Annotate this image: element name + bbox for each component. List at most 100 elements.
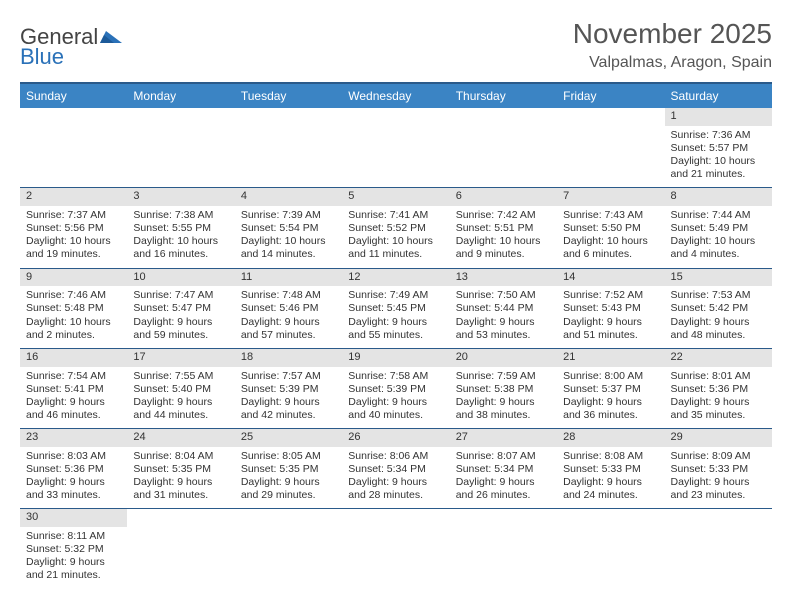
weekday-header-row: SundayMondayTuesdayWednesdayThursdayFrid… xyxy=(20,83,772,108)
day-number: 4 xyxy=(235,188,342,206)
day-number: 15 xyxy=(665,269,772,287)
calendar-table: SundayMondayTuesdayWednesdayThursdayFrid… xyxy=(20,82,772,589)
daylight-text: Daylight: 9 hours and 51 minutes. xyxy=(563,316,658,342)
calendar-day-cell: 11Sunrise: 7:48 AMSunset: 5:46 PMDayligh… xyxy=(235,268,342,348)
calendar-day-cell: 22Sunrise: 8:01 AMSunset: 5:36 PMDayligh… xyxy=(665,348,772,428)
daylight-text: Daylight: 9 hours and 26 minutes. xyxy=(456,476,551,502)
calendar-day-cell: 7Sunrise: 7:43 AMSunset: 5:50 PMDaylight… xyxy=(557,188,664,268)
sunrise-text: Sunrise: 8:03 AM xyxy=(26,450,121,463)
daylight-text: Daylight: 9 hours and 55 minutes. xyxy=(348,316,443,342)
sunrise-text: Sunrise: 7:53 AM xyxy=(671,289,766,302)
sunrise-text: Sunrise: 8:07 AM xyxy=(456,450,551,463)
sunrise-text: Sunrise: 7:58 AM xyxy=(348,370,443,383)
sunset-text: Sunset: 5:40 PM xyxy=(133,383,228,396)
calendar-week-row: 1Sunrise: 7:36 AMSunset: 5:57 PMDaylight… xyxy=(20,108,772,188)
day-number: 13 xyxy=(450,269,557,287)
sunset-text: Sunset: 5:50 PM xyxy=(563,222,658,235)
daylight-text: Daylight: 9 hours and 48 minutes. xyxy=(671,316,766,342)
sunset-text: Sunset: 5:44 PM xyxy=(456,302,551,315)
daylight-text: Daylight: 10 hours and 2 minutes. xyxy=(26,316,121,342)
day-number: 21 xyxy=(557,349,664,367)
daylight-text: Daylight: 10 hours and 6 minutes. xyxy=(563,235,658,261)
calendar-day-cell: 25Sunrise: 8:05 AMSunset: 5:35 PMDayligh… xyxy=(235,429,342,509)
logo-text-2: Blue xyxy=(20,44,64,70)
daylight-text: Daylight: 9 hours and 57 minutes. xyxy=(241,316,336,342)
calendar-day-cell: 9Sunrise: 7:46 AMSunset: 5:48 PMDaylight… xyxy=(20,268,127,348)
calendar-day-cell: 13Sunrise: 7:50 AMSunset: 5:44 PMDayligh… xyxy=(450,268,557,348)
weekday-header: Saturday xyxy=(665,83,772,108)
day-number: 26 xyxy=(342,429,449,447)
header-row: General November 2025 Valpalmas, Aragon,… xyxy=(20,18,772,72)
day-number: 28 xyxy=(557,429,664,447)
sunrise-text: Sunrise: 8:06 AM xyxy=(348,450,443,463)
day-number: 24 xyxy=(127,429,234,447)
calendar-empty-cell xyxy=(342,108,449,188)
page-title: November 2025 xyxy=(573,18,772,50)
calendar-day-cell: 20Sunrise: 7:59 AMSunset: 5:38 PMDayligh… xyxy=(450,348,557,428)
sunrise-text: Sunrise: 7:41 AM xyxy=(348,209,443,222)
sunrise-text: Sunrise: 7:57 AM xyxy=(241,370,336,383)
calendar-day-cell: 17Sunrise: 7:55 AMSunset: 5:40 PMDayligh… xyxy=(127,348,234,428)
day-number: 25 xyxy=(235,429,342,447)
sunrise-text: Sunrise: 8:09 AM xyxy=(671,450,766,463)
sunset-text: Sunset: 5:52 PM xyxy=(348,222,443,235)
sunrise-text: Sunrise: 8:11 AM xyxy=(26,530,121,543)
calendar-day-cell: 19Sunrise: 7:58 AMSunset: 5:39 PMDayligh… xyxy=(342,348,449,428)
sunset-text: Sunset: 5:55 PM xyxy=(133,222,228,235)
sunrise-text: Sunrise: 8:00 AM xyxy=(563,370,658,383)
calendar-empty-cell xyxy=(450,509,557,589)
calendar-empty-cell xyxy=(127,509,234,589)
sunset-text: Sunset: 5:42 PM xyxy=(671,302,766,315)
calendar-empty-cell xyxy=(557,108,664,188)
calendar-week-row: 23Sunrise: 8:03 AMSunset: 5:36 PMDayligh… xyxy=(20,429,772,509)
calendar-day-cell: 8Sunrise: 7:44 AMSunset: 5:49 PMDaylight… xyxy=(665,188,772,268)
sunrise-text: Sunrise: 8:01 AM xyxy=(671,370,766,383)
daylight-text: Daylight: 9 hours and 42 minutes. xyxy=(241,396,336,422)
daylight-text: Daylight: 9 hours and 53 minutes. xyxy=(456,316,551,342)
calendar-week-row: 2Sunrise: 7:37 AMSunset: 5:56 PMDaylight… xyxy=(20,188,772,268)
sunset-text: Sunset: 5:48 PM xyxy=(26,302,121,315)
day-number: 29 xyxy=(665,429,772,447)
daylight-text: Daylight: 9 hours and 28 minutes. xyxy=(348,476,443,502)
calendar-day-cell: 24Sunrise: 8:04 AMSunset: 5:35 PMDayligh… xyxy=(127,429,234,509)
day-number: 18 xyxy=(235,349,342,367)
sunset-text: Sunset: 5:49 PM xyxy=(671,222,766,235)
sunrise-text: Sunrise: 8:05 AM xyxy=(241,450,336,463)
sunset-text: Sunset: 5:38 PM xyxy=(456,383,551,396)
location-subtitle: Valpalmas, Aragon, Spain xyxy=(573,54,772,72)
sunrise-text: Sunrise: 7:39 AM xyxy=(241,209,336,222)
daylight-text: Daylight: 9 hours and 40 minutes. xyxy=(348,396,443,422)
daylight-text: Daylight: 9 hours and 46 minutes. xyxy=(26,396,121,422)
day-number: 12 xyxy=(342,269,449,287)
calendar-empty-cell xyxy=(557,509,664,589)
day-number: 23 xyxy=(20,429,127,447)
calendar-day-cell: 29Sunrise: 8:09 AMSunset: 5:33 PMDayligh… xyxy=(665,429,772,509)
calendar-day-cell: 14Sunrise: 7:52 AMSunset: 5:43 PMDayligh… xyxy=(557,268,664,348)
sunset-text: Sunset: 5:37 PM xyxy=(563,383,658,396)
calendar-empty-cell xyxy=(127,108,234,188)
calendar-day-cell: 16Sunrise: 7:54 AMSunset: 5:41 PMDayligh… xyxy=(20,348,127,428)
sunrise-text: Sunrise: 8:08 AM xyxy=(563,450,658,463)
sunrise-text: Sunrise: 7:46 AM xyxy=(26,289,121,302)
calendar-week-row: 30Sunrise: 8:11 AMSunset: 5:32 PMDayligh… xyxy=(20,509,772,589)
calendar-day-cell: 26Sunrise: 8:06 AMSunset: 5:34 PMDayligh… xyxy=(342,429,449,509)
calendar-day-cell: 27Sunrise: 8:07 AMSunset: 5:34 PMDayligh… xyxy=(450,429,557,509)
day-number: 3 xyxy=(127,188,234,206)
day-number: 7 xyxy=(557,188,664,206)
sunset-text: Sunset: 5:43 PM xyxy=(563,302,658,315)
sunrise-text: Sunrise: 7:54 AM xyxy=(26,370,121,383)
daylight-text: Daylight: 10 hours and 16 minutes. xyxy=(133,235,228,261)
daylight-text: Daylight: 10 hours and 14 minutes. xyxy=(241,235,336,261)
sunset-text: Sunset: 5:33 PM xyxy=(563,463,658,476)
calendar-body: 1Sunrise: 7:36 AMSunset: 5:57 PMDaylight… xyxy=(20,108,772,589)
calendar-day-cell: 2Sunrise: 7:37 AMSunset: 5:56 PMDaylight… xyxy=(20,188,127,268)
day-number: 22 xyxy=(665,349,772,367)
day-number: 30 xyxy=(20,509,127,527)
sunset-text: Sunset: 5:45 PM xyxy=(348,302,443,315)
sunset-text: Sunset: 5:34 PM xyxy=(456,463,551,476)
calendar-day-cell: 12Sunrise: 7:49 AMSunset: 5:45 PMDayligh… xyxy=(342,268,449,348)
calendar-day-cell: 3Sunrise: 7:38 AMSunset: 5:55 PMDaylight… xyxy=(127,188,234,268)
calendar-week-row: 9Sunrise: 7:46 AMSunset: 5:48 PMDaylight… xyxy=(20,268,772,348)
sunset-text: Sunset: 5:35 PM xyxy=(133,463,228,476)
calendar-day-cell: 23Sunrise: 8:03 AMSunset: 5:36 PMDayligh… xyxy=(20,429,127,509)
